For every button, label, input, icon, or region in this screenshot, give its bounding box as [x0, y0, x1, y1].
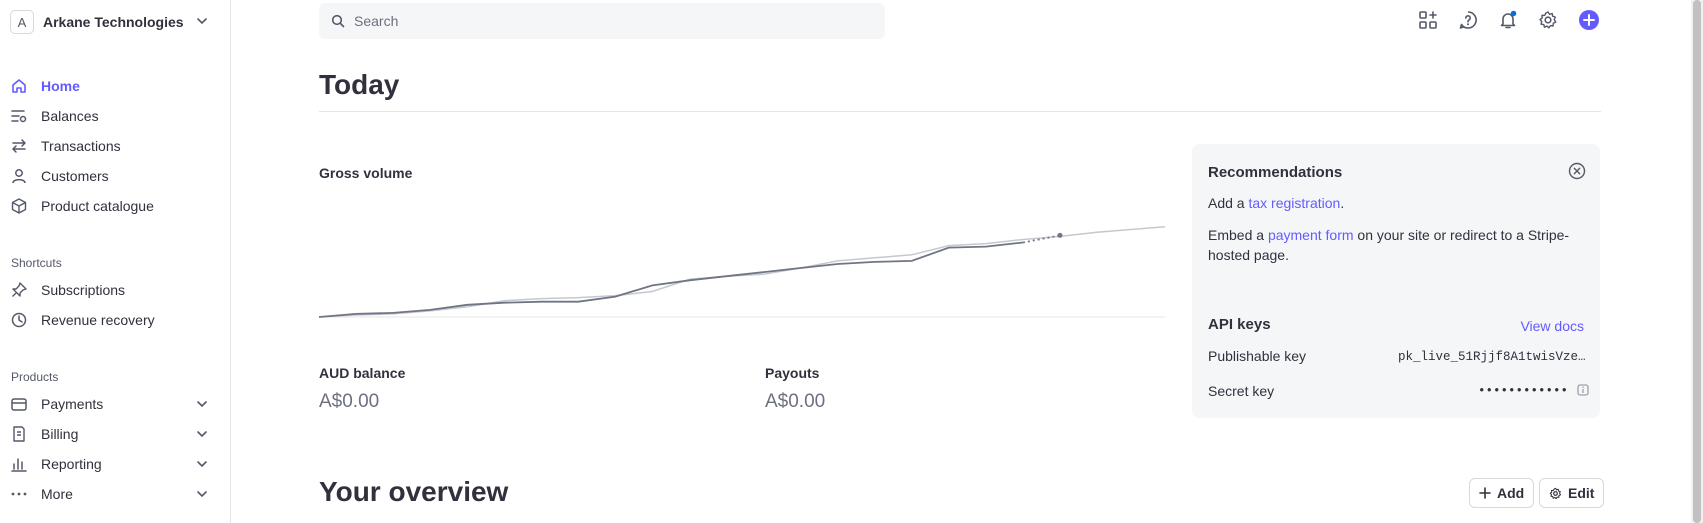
chart-current-point: [1057, 232, 1063, 238]
sidebar-item-payments[interactable]: Payments: [10, 391, 210, 417]
chevron-down-icon: [197, 18, 207, 25]
aud-balance-title: AUD balance: [319, 365, 406, 381]
search-bar[interactable]: [319, 3, 885, 39]
sidebar-item-label: Subscriptions: [41, 282, 126, 298]
sidebar-item-label: Home: [41, 78, 80, 94]
sidebar-item-customers[interactable]: Customers: [10, 163, 210, 189]
sidebar-item-subscriptions[interactable]: Subscriptions: [10, 277, 210, 303]
chevron-down-icon: [197, 461, 207, 468]
chevron-down-icon: [197, 431, 207, 438]
scrollbar[interactable]: [1691, 0, 1703, 523]
more-dots-icon: [10, 485, 28, 503]
publishable-key-value[interactable]: pk_live_51Rjjf8A1twisVze…: [1398, 350, 1586, 364]
edit-button[interactable]: Edit: [1539, 478, 1605, 508]
payouts-value: A$0.00: [765, 391, 826, 412]
sidebar-item-label: Customers: [41, 168, 109, 184]
scrollbar-thumb[interactable]: [1693, 0, 1701, 523]
info-icon[interactable]: [1577, 384, 1589, 396]
gear-icon: [1549, 487, 1562, 499]
chevron-down-icon: [197, 491, 207, 498]
sidebar-item-label: Balances: [41, 108, 99, 124]
sidebar-item-balances[interactable]: Balances: [10, 103, 210, 129]
sidebar-item-label: More: [41, 486, 73, 502]
secret-key-value[interactable]: ••••••••••••: [1478, 384, 1569, 398]
gross-volume-title: Gross volume: [319, 165, 413, 181]
products-heading: Products: [11, 370, 59, 384]
account-avatar: A: [10, 10, 34, 34]
sidebar-item-revenue-recovery[interactable]: Revenue recovery: [10, 307, 210, 333]
account-switcher[interactable]: A Arkane Technologies: [10, 10, 210, 34]
overview-title: Your overview: [319, 476, 509, 507]
create-plus-icon[interactable]: [1578, 9, 1600, 31]
close-icon[interactable]: [1568, 162, 1586, 180]
sidebar-item-label: Product catalogue: [41, 198, 154, 214]
sidebar-item-label: Billing: [41, 426, 79, 442]
view-docs-link[interactable]: View docs: [1520, 318, 1584, 334]
aud-balance-value: A$0.00: [319, 391, 380, 412]
secret-key-label: Secret key: [1208, 383, 1275, 399]
edit-button-label: Edit: [1568, 485, 1595, 501]
sidebar-item-billing[interactable]: Billing: [10, 421, 210, 447]
sidebar-item-more[interactable]: More: [10, 481, 210, 507]
recommendation-tax: Add a tax registration.: [1208, 195, 1345, 211]
apps-icon[interactable]: [1417, 9, 1439, 31]
recommendation-payment-form: Embed a payment form on your site or red…: [1208, 227, 1570, 263]
clock-icon: [10, 311, 28, 329]
chevron-down-icon: [197, 401, 207, 408]
chart-projection-line: [1022, 234, 1061, 244]
payment-form-link[interactable]: payment form: [1267, 227, 1354, 243]
account-name: Arkane Technologies: [43, 14, 184, 30]
recommendations-card: Recommendations Add a tax registration. …: [1192, 144, 1600, 418]
user-icon: [10, 167, 28, 185]
payouts-title: Payouts: [765, 365, 820, 381]
recommendations-title: Recommendations: [1208, 164, 1343, 181]
shortcuts-heading: Shortcuts: [11, 256, 62, 270]
gear-icon[interactable]: [1537, 9, 1559, 31]
invoice-icon: [10, 425, 28, 443]
api-keys-title: API keys: [1208, 316, 1271, 333]
sidebar: A Arkane Technologies Home Balances Tran…: [0, 0, 231, 523]
chart-series-current: [319, 241, 1023, 318]
wallet-icon: [10, 395, 28, 413]
sidebar-item-reporting[interactable]: Reporting: [10, 451, 210, 477]
tax-registration-link[interactable]: tax registration: [1248, 195, 1341, 211]
page-title: Today: [319, 69, 400, 100]
add-button-label: Add: [1497, 485, 1525, 501]
publishable-key-label: Publishable key: [1208, 348, 1307, 364]
transactions-icon: [10, 137, 28, 155]
sidebar-item-home[interactable]: Home: [10, 73, 210, 99]
bar-chart-icon: [10, 455, 28, 473]
pin-icon: [10, 281, 28, 299]
sidebar-item-label: Transactions: [41, 138, 121, 154]
search-icon: [331, 14, 345, 28]
sidebar-item-label: Revenue recovery: [41, 312, 155, 328]
search-input[interactable]: [354, 13, 854, 29]
sidebar-item-label: Payments: [41, 396, 104, 412]
home-icon: [10, 77, 28, 95]
help-icon[interactable]: [1457, 9, 1479, 31]
add-button[interactable]: Add: [1469, 478, 1535, 508]
sidebar-item-transactions[interactable]: Transactions: [10, 133, 210, 159]
gross-volume-chart: [319, 225, 1165, 318]
balances-icon: [10, 107, 28, 125]
chart-series-previous: [319, 225, 1165, 318]
sidebar-item-product-catalogue[interactable]: Product catalogue: [10, 193, 210, 219]
sidebar-item-label: Reporting: [41, 456, 102, 472]
box-icon: [10, 197, 28, 215]
bell-icon[interactable]: [1497, 9, 1519, 31]
divider: [319, 111, 1601, 112]
plus-icon: [1479, 487, 1491, 499]
